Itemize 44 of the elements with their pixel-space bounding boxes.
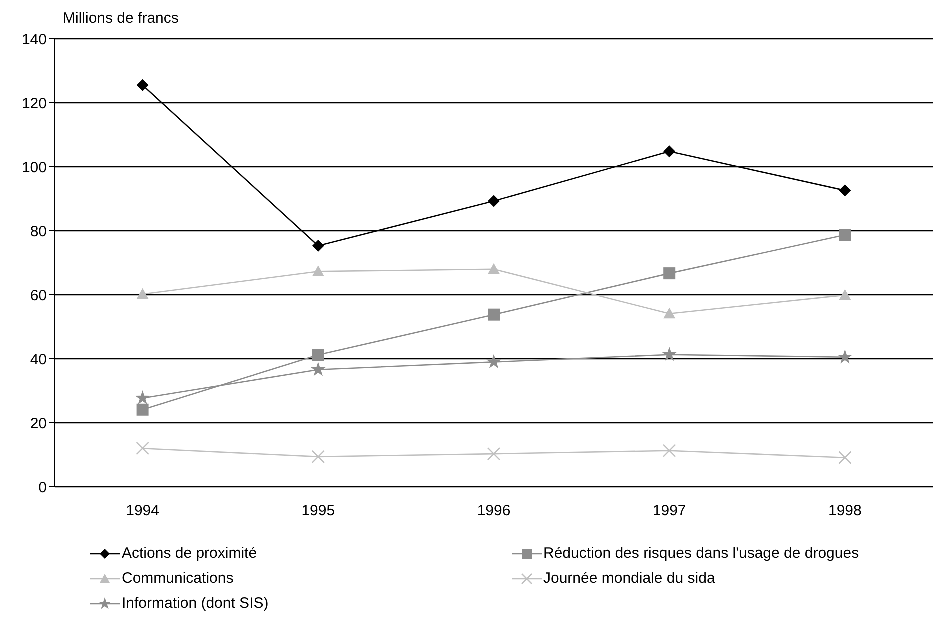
point (488, 195, 500, 208)
y-tick-label: 80 (30, 223, 47, 240)
x-tick-label: 1995 (302, 502, 336, 520)
point (488, 308, 500, 321)
legend-label: Réduction des risques dans l'usage de drogues (544, 545, 860, 562)
y-tick-label: 0 (38, 479, 47, 496)
y-tick-label: 20 (30, 415, 47, 432)
legend-label: Actions de proximité (122, 545, 258, 562)
y-tick-label: 60 (30, 287, 47, 304)
point (664, 146, 676, 158)
y-tick-label: 120 (22, 95, 47, 112)
point (136, 442, 150, 456)
point (312, 240, 324, 252)
x-tick-label: 1994 (126, 502, 160, 520)
y-tick-label: 40 (30, 351, 47, 368)
point (664, 308, 676, 319)
point (310, 362, 326, 376)
y-tick-label: 100 (22, 159, 47, 176)
point (839, 289, 852, 300)
point (839, 229, 852, 242)
point (662, 347, 678, 362)
point (312, 266, 324, 276)
legend-label: Journée mondiale du sida (544, 570, 716, 587)
point (486, 354, 502, 369)
x-tick-label: 1996 (477, 502, 511, 520)
y-axis-title: Millions de francs (63, 10, 179, 27)
point (136, 288, 149, 300)
point (136, 404, 149, 416)
point (487, 447, 501, 461)
point (838, 451, 852, 465)
legend-label: Information (dont SIS) (122, 595, 269, 612)
point (312, 450, 326, 464)
point (488, 263, 500, 274)
point (664, 268, 676, 280)
point (838, 350, 853, 364)
point (135, 390, 150, 405)
point (662, 444, 676, 458)
point (136, 79, 149, 92)
point (839, 184, 852, 197)
point (312, 349, 324, 362)
x-tick-label: 1997 (652, 502, 686, 520)
y-tick-label: 140 (22, 31, 47, 48)
legend-label: Communications (122, 570, 234, 587)
x-tick-label: 1998 (828, 502, 862, 520)
